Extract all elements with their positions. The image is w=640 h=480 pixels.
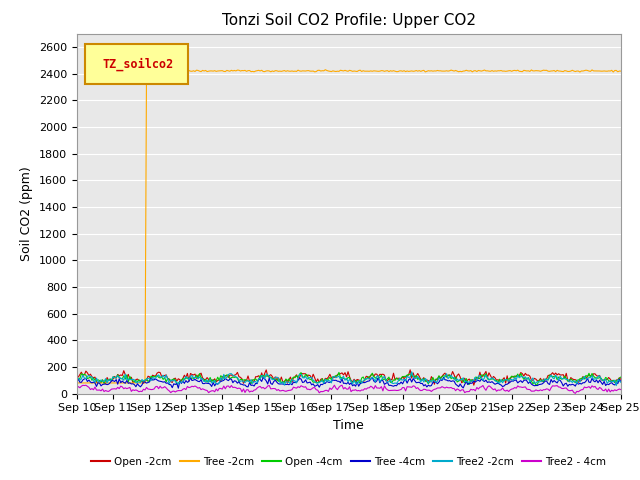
X-axis label: Time: Time [333, 419, 364, 432]
Text: TZ_soilco2: TZ_soilco2 [102, 58, 173, 71]
Title: Tonzi Soil CO2 Profile: Upper CO2: Tonzi Soil CO2 Profile: Upper CO2 [222, 13, 476, 28]
Y-axis label: Soil CO2 (ppm): Soil CO2 (ppm) [20, 166, 33, 261]
Legend: Open -2cm, Tree -2cm, Open -4cm, Tree -4cm, Tree2 -2cm, Tree2 - 4cm: Open -2cm, Tree -2cm, Open -4cm, Tree -4… [87, 453, 611, 471]
FancyBboxPatch shape [85, 44, 188, 84]
